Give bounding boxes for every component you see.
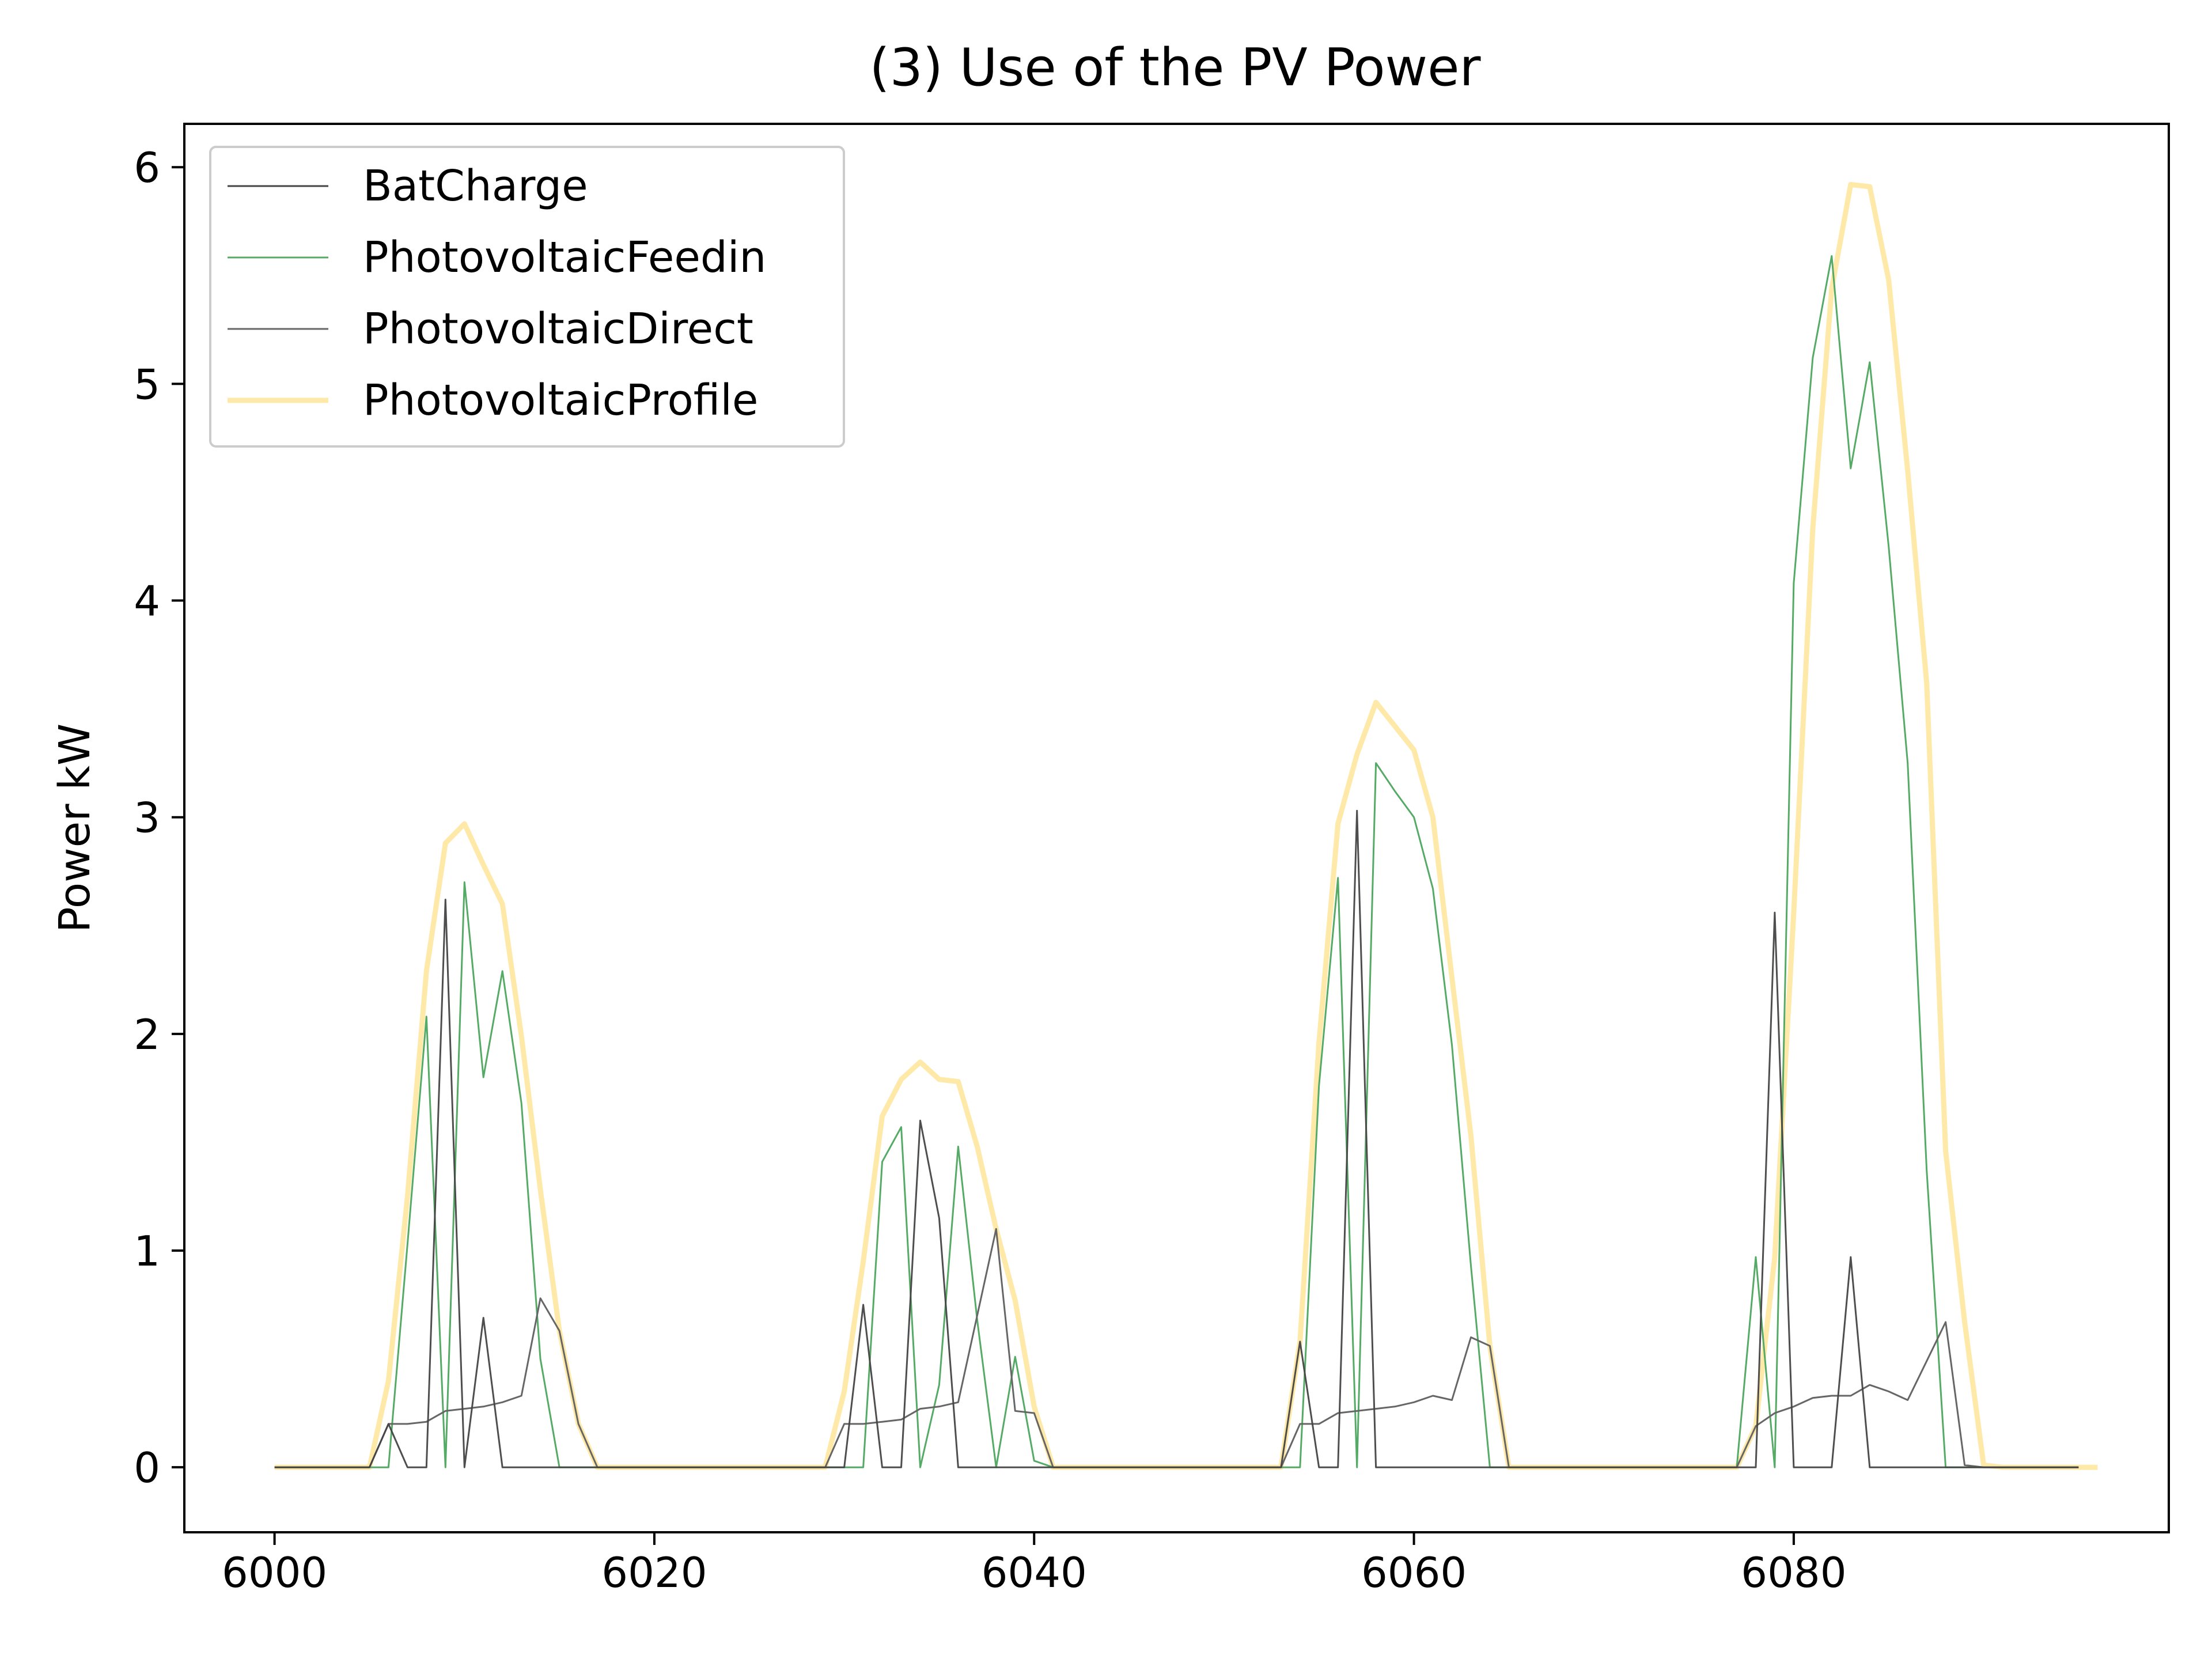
- y-tick-label: 4: [134, 577, 160, 626]
- x-axis-ticks: 6000 6020 6040 6060 6080: [222, 1532, 1847, 1597]
- x-tick-label: 6040: [982, 1548, 1087, 1597]
- y-tick-label: 3: [134, 794, 160, 842]
- y-tick-label: 5: [134, 360, 160, 408]
- x-tick-label: 6060: [1361, 1548, 1467, 1597]
- y-axis-label: Power kW: [50, 724, 100, 933]
- x-tick-label: 6000: [222, 1548, 327, 1597]
- y-tick-label: 6: [134, 143, 160, 192]
- series-line-batcharge: [274, 809, 2079, 1468]
- plot-frame: [183, 123, 2170, 1533]
- series-layer: [274, 181, 2098, 1470]
- y-tick-label: 2: [134, 1010, 160, 1059]
- x-tick-label: 6080: [1741, 1548, 1846, 1597]
- y-axis-ticks: 0 1 2 3 4 5 6: [134, 143, 184, 1492]
- chart-title: (3) Use of the PV Power: [869, 37, 1480, 98]
- legend-label-batcharge: BatCharge: [363, 161, 588, 211]
- legend: BatCharge PhotovoltaicFeedin PhotovoltaicD…: [209, 146, 845, 448]
- y-tick-label: 1: [134, 1227, 160, 1275]
- legend-box: [209, 146, 845, 448]
- legend-label-photovoltaicprofile: PhotovoltaicProfile: [363, 376, 758, 425]
- x-tick-label: 6020: [601, 1548, 707, 1597]
- legend-label-photovoltaicdirect: PhotovoltaicDirect: [363, 304, 753, 354]
- legend-label-photovoltaicfeedin: PhotovoltaicFeedin: [363, 233, 766, 282]
- y-tick-label: 0: [134, 1444, 160, 1492]
